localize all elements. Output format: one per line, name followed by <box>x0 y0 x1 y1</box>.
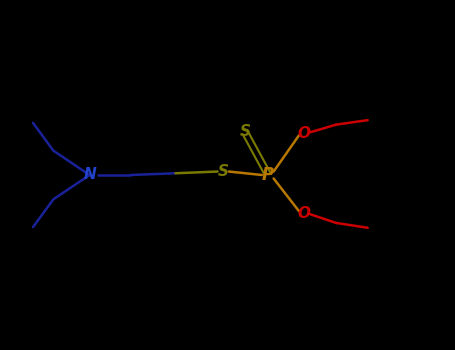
Text: S: S <box>217 164 228 179</box>
Text: N: N <box>83 168 96 182</box>
Text: O: O <box>298 206 311 221</box>
Text: P: P <box>262 166 274 184</box>
Text: O: O <box>298 126 311 141</box>
Text: S: S <box>240 124 251 139</box>
